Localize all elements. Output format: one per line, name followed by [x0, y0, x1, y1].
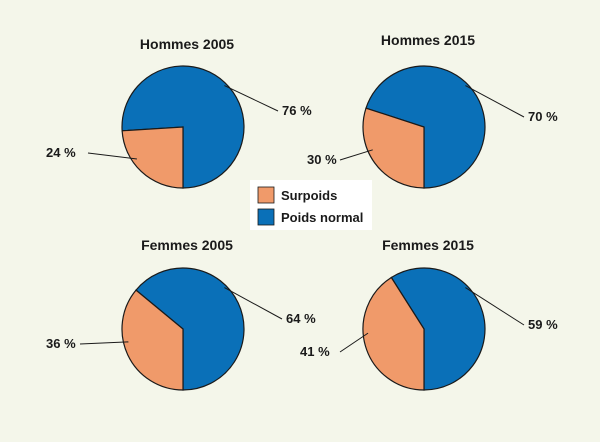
- pie-slice-poids-normal: [390, 267, 486, 391]
- data-label-surpoids: 41 %: [300, 344, 330, 359]
- data-label-surpoids: 24 %: [46, 145, 76, 160]
- pie-slice-surpoids: [121, 126, 184, 189]
- leader-line: [339, 149, 373, 161]
- pie-slice-poids-normal: [135, 267, 245, 391]
- legend-label-poids-normal: Poids normal: [281, 210, 363, 225]
- pie-title: Femmes 2015: [382, 237, 474, 253]
- data-label-poids-normal: 59 %: [528, 317, 558, 332]
- pie-title: Hommes 2005: [140, 36, 234, 52]
- leader-line: [224, 287, 283, 320]
- legend-swatch-surpoids: [257, 186, 275, 204]
- legend-swatch-poids-normal: [257, 208, 275, 226]
- pie-title: Hommes 2015: [381, 32, 475, 48]
- pie-slice-surpoids: [121, 289, 184, 391]
- data-label-poids-normal: 70 %: [528, 109, 558, 124]
- pie-slice-surpoids: [362, 276, 425, 391]
- data-label-poids-normal: 76 %: [282, 103, 312, 118]
- legend-label-surpoids: Surpoids: [281, 188, 337, 203]
- pie-slice-poids-normal: [365, 65, 486, 189]
- data-label-poids-normal: 64 %: [286, 311, 316, 326]
- leader-line: [224, 85, 279, 112]
- pie-group: Hommes 2005 24 % 76 % Hommes 2015 30 % 70 % Fe…: [46, 32, 558, 391]
- leader-line: [79, 341, 129, 345]
- leader-line: [465, 287, 525, 326]
- legend: Surpoids Poids normal: [250, 180, 372, 230]
- leader-line: [339, 332, 369, 353]
- leader-line: [465, 85, 525, 118]
- pie-slice-surpoids: [362, 107, 425, 189]
- pie-title: Femmes 2005: [141, 237, 233, 253]
- data-label-surpoids: 30 %: [307, 152, 337, 167]
- leader-line: [87, 152, 137, 160]
- data-label-surpoids: 36 %: [46, 336, 76, 351]
